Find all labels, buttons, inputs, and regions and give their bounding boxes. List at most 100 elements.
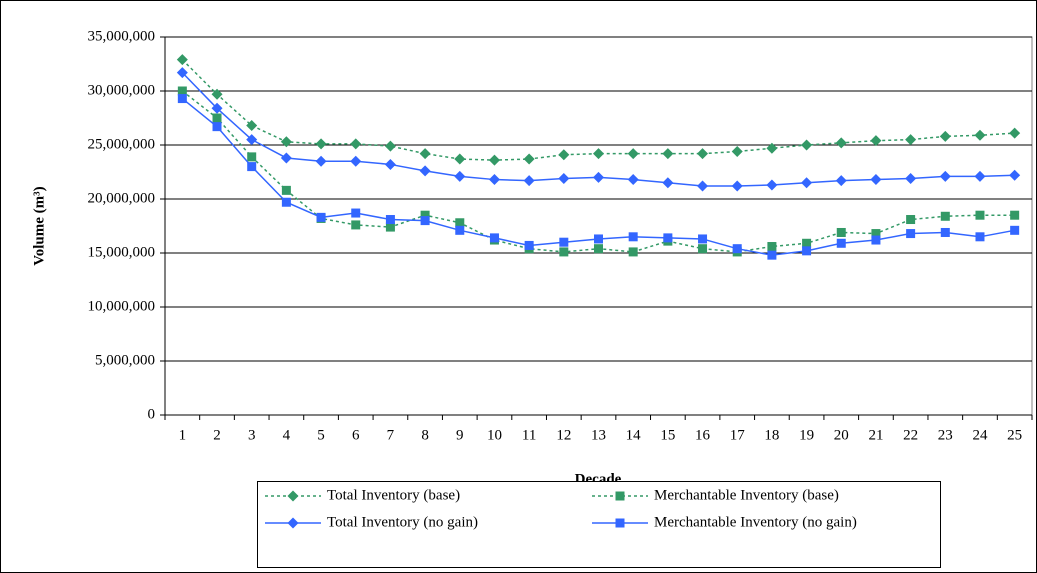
data-point — [836, 238, 846, 248]
data-point — [835, 137, 847, 149]
x-tick-label: 24 — [972, 427, 988, 443]
data-point — [697, 180, 709, 192]
x-tick-label: 1 — [179, 427, 187, 443]
data-point — [420, 210, 430, 220]
legend-marker — [287, 490, 299, 502]
x-tick-label: 21 — [868, 427, 883, 443]
data-point — [176, 67, 188, 79]
data-point — [212, 122, 222, 132]
data-point — [870, 135, 882, 147]
x-tick-label: 6 — [352, 427, 360, 443]
x-tick-label: 8 — [421, 427, 429, 443]
data-point — [524, 240, 534, 250]
data-point — [350, 155, 362, 167]
data-point — [662, 177, 674, 189]
x-tick-label: 5 — [317, 427, 325, 443]
data-point — [212, 113, 222, 123]
data-point — [316, 212, 326, 222]
x-tick-label: 19 — [799, 427, 814, 443]
data-point — [489, 233, 499, 243]
data-point — [871, 235, 881, 245]
x-tick-label: 7 — [387, 427, 395, 443]
data-point — [767, 242, 777, 252]
data-point — [419, 148, 431, 160]
data-point — [593, 171, 604, 183]
data-point — [662, 148, 674, 160]
data-point — [766, 179, 778, 191]
data-point — [419, 165, 431, 177]
data-point — [627, 148, 639, 160]
y-tick-label: 5,000,000 — [95, 352, 155, 368]
legend-marker — [615, 518, 625, 528]
data-point — [905, 172, 917, 184]
data-point — [281, 185, 291, 195]
data-point — [594, 244, 603, 254]
data-point — [836, 227, 846, 237]
y-tick-label: 20,000,000 — [88, 190, 156, 206]
data-point — [766, 142, 778, 154]
legend-label: Merchantable Inventory (base) — [654, 487, 839, 503]
data-point — [594, 234, 603, 244]
data-point — [940, 227, 950, 237]
data-point — [731, 145, 743, 157]
x-tick-label: 18 — [764, 427, 779, 443]
data-point — [802, 238, 812, 248]
data-point — [177, 94, 187, 104]
data-point — [351, 220, 361, 230]
data-point — [246, 120, 258, 132]
x-tick-label: 13 — [591, 427, 606, 443]
data-point — [905, 134, 917, 146]
data-point — [593, 148, 604, 160]
data-point — [454, 153, 466, 165]
data-point — [488, 154, 500, 166]
data-point — [488, 174, 500, 186]
x-tick-label: 15 — [660, 427, 675, 443]
y-tick-label: 35,000,000 — [88, 28, 156, 44]
data-point — [211, 102, 223, 114]
data-point — [523, 175, 535, 187]
data-point — [767, 250, 777, 260]
data-point — [454, 170, 466, 182]
data-point — [559, 247, 569, 257]
data-point — [698, 244, 708, 254]
data-point — [280, 152, 292, 164]
data-point — [246, 134, 258, 146]
x-tick-label: 25 — [1007, 427, 1022, 443]
x-tick-label: 17 — [730, 427, 746, 443]
data-point — [975, 232, 985, 242]
legend-marker — [287, 517, 299, 529]
data-point — [385, 215, 395, 225]
data-point — [455, 225, 465, 235]
y-axis-label: Volume (m³) — [31, 186, 47, 265]
legend-label: Total Inventory (no gain) — [327, 514, 478, 530]
x-tick-label: 11 — [522, 427, 536, 443]
data-point — [698, 234, 708, 244]
data-point — [176, 54, 188, 66]
data-point — [801, 177, 813, 189]
data-point — [558, 172, 570, 184]
legend-label: Total Inventory (base) — [327, 487, 460, 503]
data-point — [558, 149, 570, 161]
data-point — [384, 158, 396, 170]
data-point — [731, 180, 743, 192]
data-point — [455, 218, 465, 228]
x-tick-label: 14 — [626, 427, 642, 443]
data-point — [1009, 127, 1021, 139]
data-point — [906, 215, 916, 225]
data-point — [871, 229, 881, 239]
data-point — [974, 170, 986, 182]
x-tick-label: 22 — [903, 427, 918, 443]
data-point — [1010, 210, 1020, 220]
data-point — [627, 174, 639, 186]
data-point — [906, 229, 916, 239]
x-tick-label: 20 — [834, 427, 849, 443]
data-point — [385, 222, 395, 232]
data-point — [1009, 169, 1021, 181]
data-point — [975, 210, 985, 220]
data-point — [939, 130, 951, 142]
data-point — [801, 139, 813, 151]
y-tick-label: 30,000,000 — [88, 82, 156, 98]
x-tick-label: 3 — [248, 427, 256, 443]
y-tick-label: 25,000,000 — [88, 136, 156, 152]
